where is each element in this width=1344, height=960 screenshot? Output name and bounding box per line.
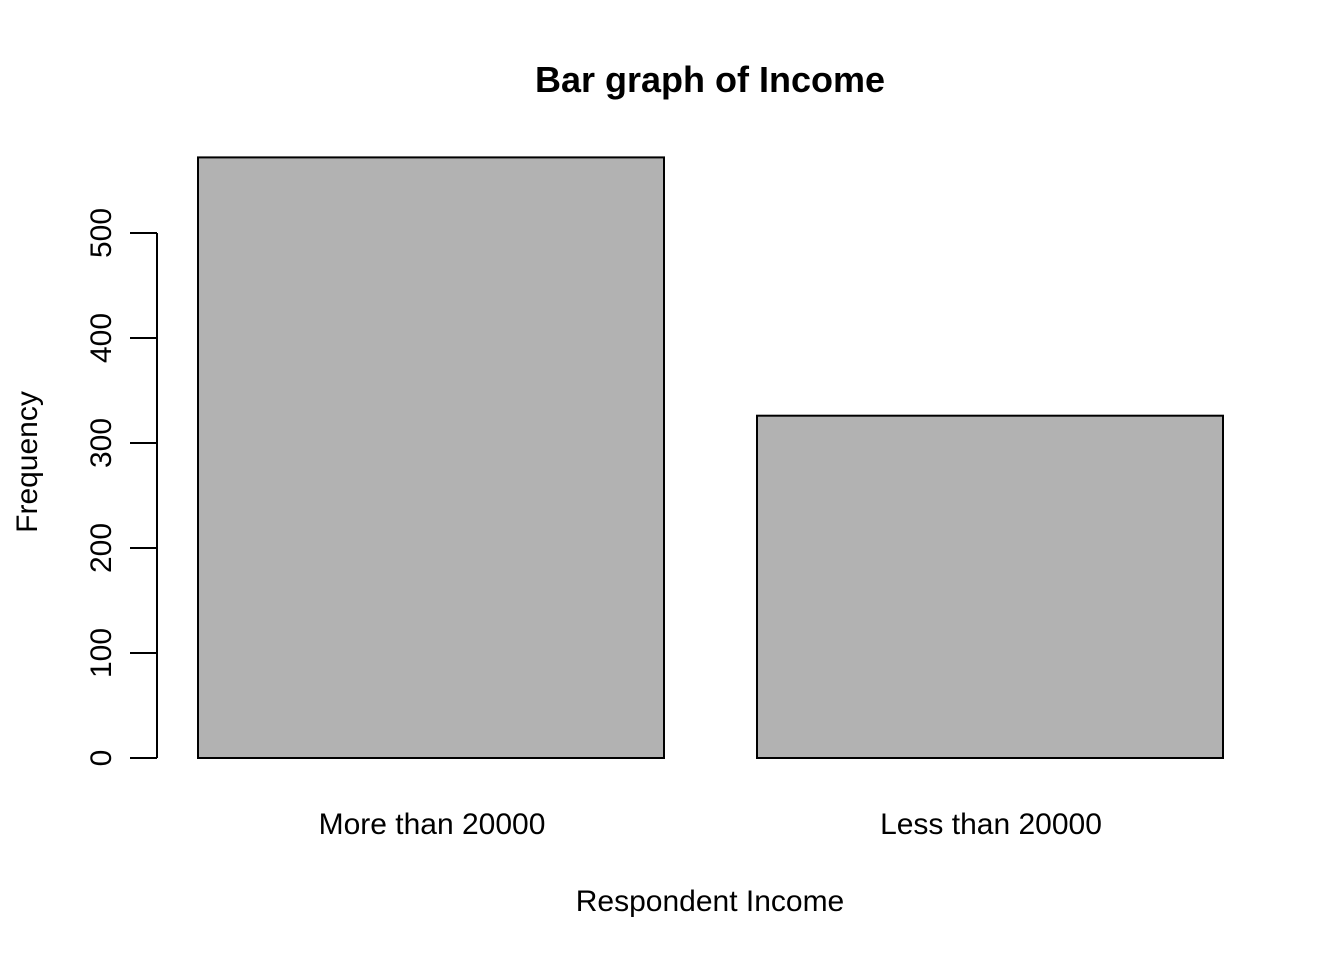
chart-title: Bar graph of Income [535,59,885,100]
y-tick-label: 500 [85,208,118,258]
bar-0 [197,156,665,759]
y-axis-label: Frequency [11,391,44,533]
y-tick-label: 0 [85,750,118,767]
x-category-labels: More than 20000 Less than 20000 [319,808,1102,841]
y-tick-label: 100 [85,628,118,678]
bar-1 [756,414,1224,759]
x-axis-label: Respondent Income [576,885,845,918]
y-tick-label: 200 [85,523,118,573]
bars-group [197,156,1224,759]
y-tick-label: 300 [85,418,118,468]
y-axis: 0 100 200 300 400 500 [85,208,158,767]
y-tick-label: 400 [85,313,118,363]
x-tick-label: Less than 20000 [880,808,1102,841]
x-tick-label: More than 20000 [319,808,546,841]
